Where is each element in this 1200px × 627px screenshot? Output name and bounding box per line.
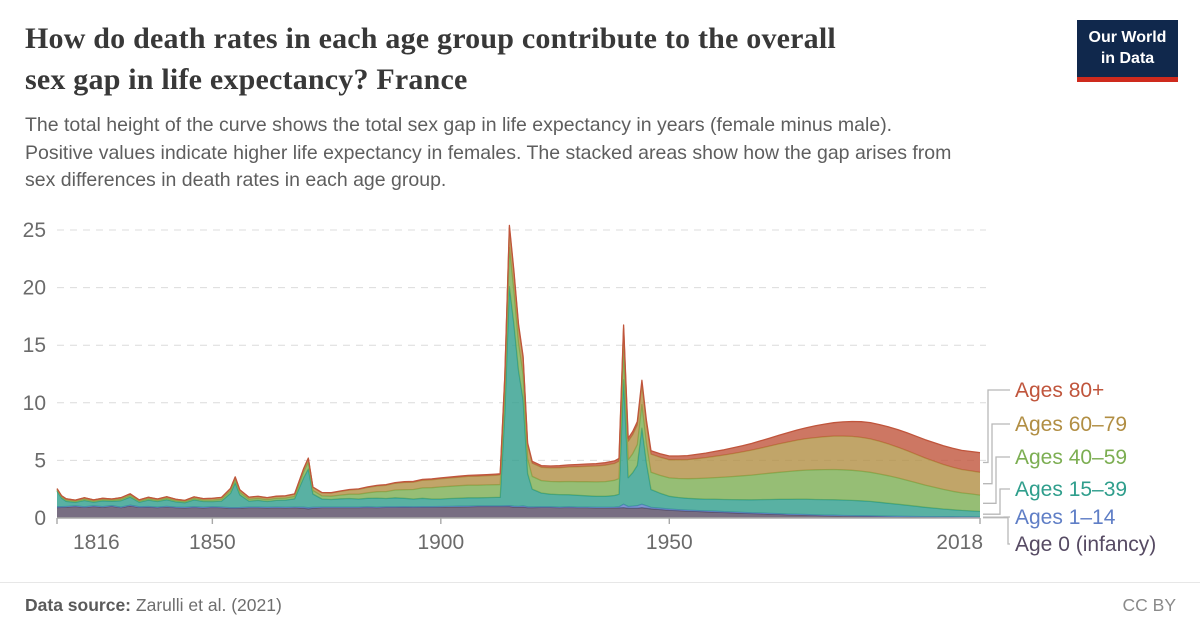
edge-ages-80-: [56, 224, 981, 502]
y-tick-label-10: 10: [23, 392, 46, 415]
chart-area: 1816 1850 1900 1950 2018 0 5 10 15 20 25 Ages 80+ Ag…: [0, 205, 1200, 565]
x-tick-label-1850: 1850: [189, 531, 236, 554]
area-age-0-infancy-[interactable]: [57, 505, 980, 518]
y-tick-label-5: 5: [34, 449, 46, 472]
legend-connector-2: [983, 456, 1010, 504]
area-ages-60-79[interactable]: [57, 227, 980, 502]
legend-connector-1: [983, 423, 1010, 485]
legend-label-age-0-infancy-[interactable]: Age 0 (infancy): [1015, 533, 1156, 556]
x-tick-label-2018: 2018: [936, 531, 983, 554]
x-tick-label-1816: 1816: [73, 531, 120, 554]
y-tick-label-15: 15: [23, 334, 46, 357]
y-tick-label-0: 0: [34, 507, 46, 530]
y-tick-label-20: 20: [23, 277, 46, 300]
legend-label-ages-1-14[interactable]: Ages 1–14: [1015, 506, 1116, 529]
legend-label-ages-80-[interactable]: Ages 80+: [1015, 379, 1104, 402]
legend-label-ages-40-59[interactable]: Ages 40–59: [1015, 446, 1127, 469]
owid-logo[interactable]: Our World in Data: [1077, 20, 1178, 82]
data-source-text: Zarulli et al. (2021): [135, 595, 282, 615]
stacked-area-chart-canvas[interactable]: 1816 1850 1900 1950 2018 0 5 10 15 20 25 Ages 80+ Ag…: [0, 205, 1200, 565]
x-tick-label-1900: 1900: [417, 531, 464, 554]
data-source: Data source: Zarulli et al. (2021): [25, 595, 282, 616]
area-ages-40-59[interactable]: [57, 247, 980, 512]
license-link[interactable]: CC BY: [1122, 595, 1176, 615]
page-title: How do death rates in each age group con…: [25, 22, 836, 97]
footer: Data source: Zarulli et al. (2021) CC BY: [0, 582, 1200, 627]
area-ages-15-39[interactable]: [57, 286, 980, 517]
y-tick-label-25: 25: [23, 219, 46, 242]
legend-connector-5: [983, 517, 1010, 545]
header: How do death rates in each age group con…: [25, 18, 1178, 101]
chart-subtitle: The total height of the curve shows the …: [25, 114, 952, 192]
legend-connector-0: [983, 389, 1010, 464]
legend-connector-3: [983, 488, 1010, 515]
legend-label-ages-15-39[interactable]: Ages 15–39: [1015, 478, 1127, 501]
x-tick-label-1950: 1950: [646, 531, 693, 554]
data-source-label: Data source:: [25, 595, 132, 615]
legend-label-ages-60-79[interactable]: Ages 60–79: [1015, 413, 1127, 436]
